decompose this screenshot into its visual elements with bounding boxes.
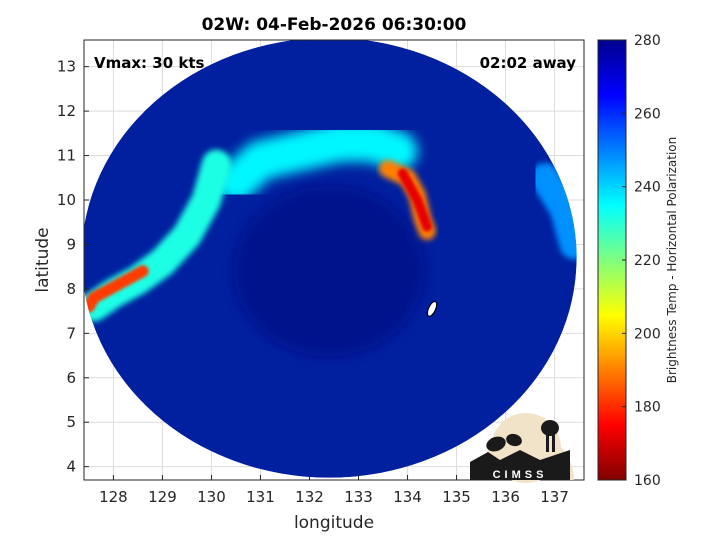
logo-text: CIMSS xyxy=(493,469,548,481)
x-tick-label: 136 xyxy=(491,488,520,506)
colorbar-tick-label: 200 xyxy=(634,326,661,342)
cimss-logo: CIMSS xyxy=(470,413,574,483)
storm-center-marker xyxy=(426,300,438,317)
vmax-annotation: Vmax: 30 kts xyxy=(94,54,204,72)
axis-ticks: 128 129 130 131 132 133 134 135 136 137 4 5 6 7 8 9 10 11… xyxy=(57,58,569,506)
feature-western-convection xyxy=(84,265,149,313)
y-tick-label: 9 xyxy=(66,235,76,253)
y-tick-label: 7 xyxy=(66,324,76,342)
y-tick-label: 5 xyxy=(66,413,76,431)
chart-title: 02W: 04-Feb-2026 06:30:00 xyxy=(202,15,467,35)
y-tick-label: 8 xyxy=(66,280,76,298)
x-tick-label: 137 xyxy=(540,488,569,506)
x-tick-label: 135 xyxy=(442,488,471,506)
y-tick-label: 10 xyxy=(57,191,76,209)
colorbar-gradient xyxy=(597,39,627,481)
colorbar-tick-label: 220 xyxy=(634,253,661,269)
colorbar-ticks: 160 180 200 220 240 260 280 xyxy=(622,33,661,489)
feature-northern-rainband xyxy=(216,122,418,202)
plot-frame xyxy=(83,39,585,481)
colorbar-tick-label: 260 xyxy=(634,106,661,122)
y-axis-label: latitude xyxy=(33,227,53,292)
x-tick-label: 134 xyxy=(393,488,422,506)
colorbar-tick-label: 180 xyxy=(634,400,661,416)
x-tick-label: 132 xyxy=(295,488,324,506)
x-tick-label: 131 xyxy=(246,488,275,506)
y-tick-label: 4 xyxy=(66,458,76,476)
x-tick-label: 130 xyxy=(197,488,226,506)
colorbar-tick-label: 160 xyxy=(634,473,661,489)
feature-eastern-core xyxy=(397,168,432,232)
colorbar-tick-label: 280 xyxy=(634,33,661,49)
x-tick-label: 133 xyxy=(344,488,373,506)
x-axis-label: longitude xyxy=(294,513,374,533)
colorbar: 160 180 200 220 240 260 280 Brightness Temp - … xyxy=(597,33,679,489)
time-away-annotation: 02:02 away xyxy=(480,54,577,72)
y-tick-label: 12 xyxy=(57,102,76,120)
eye-region xyxy=(234,186,425,357)
colorbar-tick-label: 240 xyxy=(634,180,661,196)
x-tick-label: 129 xyxy=(148,488,177,506)
y-tick-label: 13 xyxy=(57,58,76,76)
swath-image xyxy=(84,40,577,478)
feature-eastern-edge xyxy=(530,163,577,260)
colorbar-label: Brightness Temp - Horizontal Polarizatio… xyxy=(665,137,679,384)
y-tick-label: 6 xyxy=(66,369,76,387)
y-tick-label: 11 xyxy=(57,147,76,165)
x-tick-label: 128 xyxy=(99,488,128,506)
